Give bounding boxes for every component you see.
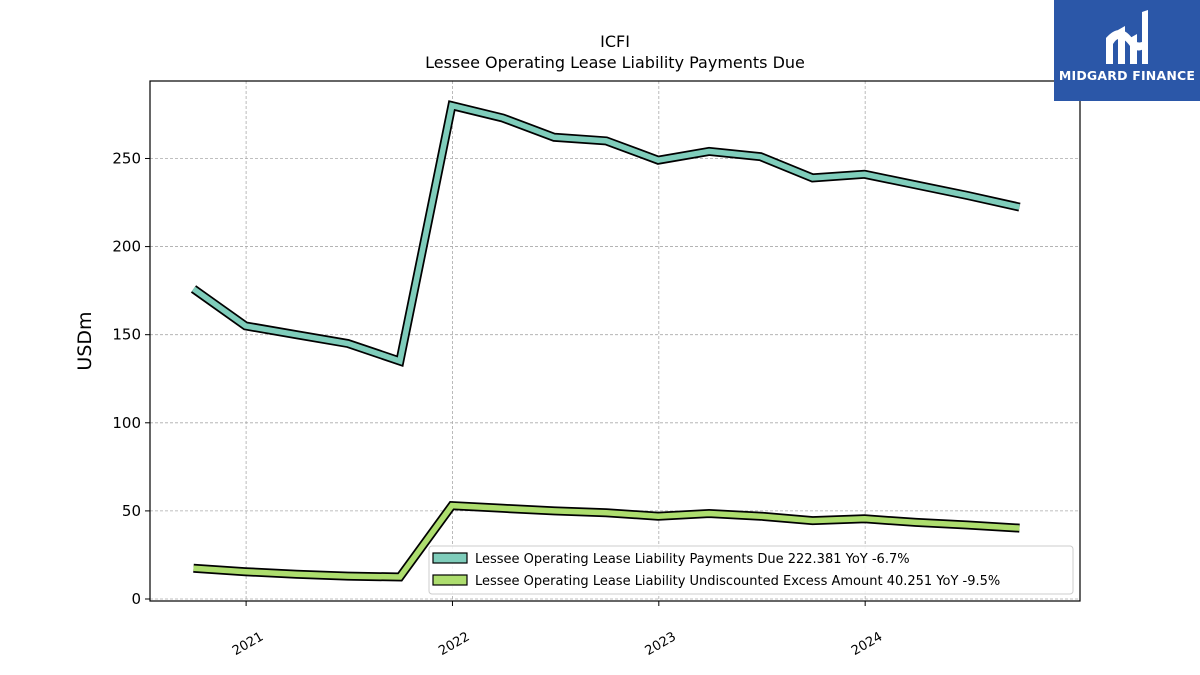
legend-swatch-payments-due	[432, 552, 468, 564]
legend-frame	[428, 545, 1074, 595]
y-tick-label: 100	[112, 414, 141, 432]
y-axis: 0 50 100 150 200 250	[112, 149, 150, 608]
x-tick-label: 2023	[643, 629, 679, 659]
series-line-0	[191, 102, 1021, 365]
midgard-finance-logo: MIDGARD FINANCE	[1054, 0, 1200, 101]
y-tick-label: 0	[131, 590, 141, 608]
x-tick-label: 2022	[436, 629, 472, 659]
y-tick-label: 250	[112, 149, 141, 167]
legend-entry-undiscounted-excess: Lessee Operating Lease Liability Undisco…	[475, 574, 1000, 589]
legend: Lessee Operating Lease Liability Payment…	[428, 545, 1074, 595]
legend-swatch-undiscounted-excess	[432, 574, 468, 586]
chart-subtitle: Lessee Operating Lease Liability Payment…	[425, 53, 805, 72]
y-tick-label: 200	[112, 238, 141, 256]
series-line-1	[193, 502, 1020, 580]
y-axis-label: USDm	[74, 311, 96, 370]
y-tick-label: 150	[112, 326, 141, 344]
series-lines	[190, 100, 1021, 582]
x-tick-label: 2024	[849, 629, 885, 659]
midgard-logo-icon	[1106, 10, 1148, 64]
plot-frame	[149, 80, 1081, 602]
x-axis: 2021 2022 2023 2024	[230, 601, 885, 659]
chart-title: ICFI	[600, 32, 630, 51]
legend-entry-payments-due: Lessee Operating Lease Liability Payment…	[475, 552, 910, 567]
x-tick-label: 2021	[230, 629, 266, 659]
logo-text: MIDGARD FINANCE	[1058, 68, 1196, 83]
y-tick-label: 50	[122, 502, 141, 520]
